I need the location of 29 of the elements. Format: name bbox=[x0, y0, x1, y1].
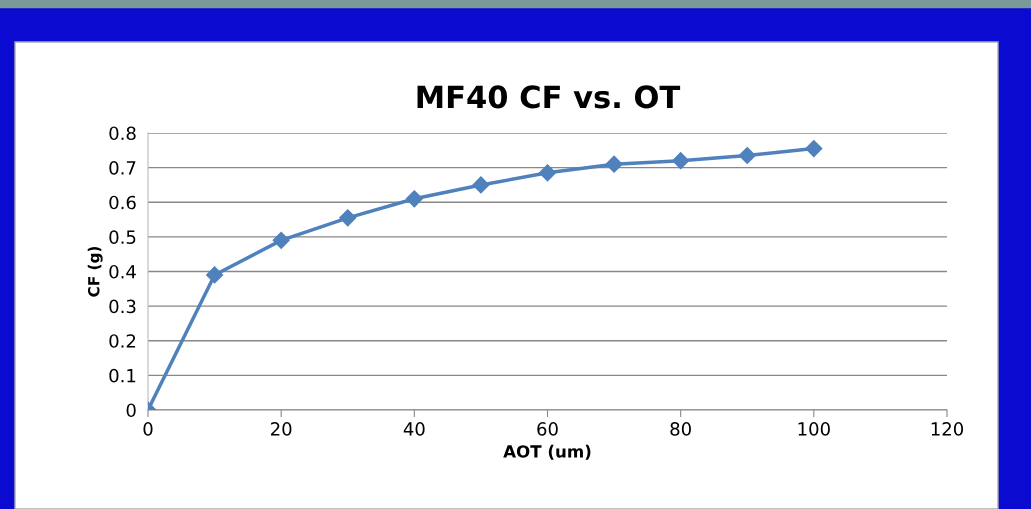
y-tick-label: 0.8 bbox=[109, 126, 136, 141]
y-axis-title: CF (g) bbox=[87, 246, 103, 297]
point bbox=[206, 266, 224, 284]
y-tick-label: 0.1 bbox=[109, 368, 136, 383]
point bbox=[272, 231, 290, 249]
chart-title: MF40 CF vs. OT bbox=[417, 85, 681, 109]
point bbox=[672, 152, 690, 170]
y-tick-label: 0.3 bbox=[109, 299, 136, 314]
x-tick-label: 120 bbox=[931, 422, 964, 436]
point bbox=[472, 176, 490, 194]
x-axis-title: AOT (um) bbox=[503, 444, 591, 460]
x-tick-label: 0 bbox=[143, 422, 153, 436]
y-tick-label: 0.7 bbox=[109, 161, 136, 175]
point bbox=[538, 164, 557, 182]
point bbox=[738, 146, 756, 165]
x-tick-label: 40 bbox=[403, 422, 425, 436]
y-tick-label: 0.2 bbox=[109, 334, 136, 348]
x-tick-label: 80 bbox=[670, 422, 691, 436]
x-tick-label: 20 bbox=[271, 422, 292, 436]
y-tick-label: 0.5 bbox=[109, 230, 136, 244]
point bbox=[805, 140, 823, 158]
point bbox=[605, 155, 623, 173]
x-tick-label: 60 bbox=[537, 422, 558, 436]
y-tick-label: 0 bbox=[126, 403, 136, 418]
y-tick-label: 0.4 bbox=[109, 264, 136, 279]
x-tick-label: 100 bbox=[798, 422, 830, 436]
point bbox=[339, 209, 357, 227]
point bbox=[405, 190, 423, 208]
y-tick-label: 0.6 bbox=[109, 195, 136, 210]
